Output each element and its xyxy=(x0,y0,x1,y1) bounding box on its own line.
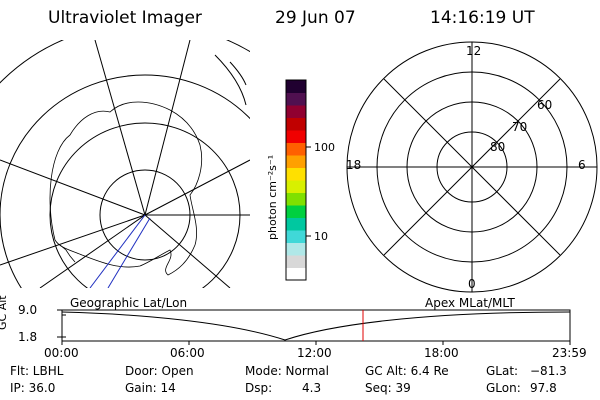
colorbar-frame xyxy=(285,79,307,281)
dsp-value: 4.3 xyxy=(302,381,322,395)
glon-value: 97.8 xyxy=(530,381,557,395)
colorbar-tick-label: 10 xyxy=(314,230,328,243)
mode-label: Mode: Normal xyxy=(245,364,329,378)
colorbar-band xyxy=(286,80,306,93)
polar-lat-label: 80 xyxy=(490,140,506,154)
colorbar-band xyxy=(286,155,306,168)
glat-label: GLat: xyxy=(486,364,519,378)
map-meridian xyxy=(144,214,231,288)
gain-label: Gain: 14 xyxy=(125,381,176,395)
map-arc xyxy=(214,54,247,106)
timeline-y-axis-label: GC Alt xyxy=(0,295,9,330)
map-coastline xyxy=(49,101,203,276)
door-label: Door: Open xyxy=(125,364,194,378)
map-lat-circle xyxy=(0,74,250,288)
colorbar-band xyxy=(286,192,306,206)
colorbar-band xyxy=(286,255,306,268)
colorbar-band xyxy=(286,142,306,156)
timeline-right-title: Apex MLat/MLT xyxy=(425,296,515,310)
colorbar-band xyxy=(286,117,306,131)
colorbar-band xyxy=(286,92,306,106)
map-meridian xyxy=(94,40,146,216)
track-line xyxy=(89,214,146,288)
polar-label-bottom: 0 xyxy=(468,277,476,291)
colorbar-band xyxy=(286,217,306,231)
colorbar-band xyxy=(286,205,306,218)
timeline-ytick-label: 1.8 xyxy=(18,330,38,344)
colorbar-band xyxy=(286,242,306,256)
colorbar-tick-label: 100 xyxy=(314,141,335,154)
polar-lat-label: 70 xyxy=(512,120,528,134)
polar-diagonal xyxy=(383,78,561,256)
polar-label-top: 12 xyxy=(466,44,482,58)
timeline-xtick-label: 23:59 xyxy=(552,346,587,360)
colorbar-band xyxy=(286,180,306,193)
dsp-label: Dsp: xyxy=(245,381,273,395)
map-coastline xyxy=(59,244,76,263)
colorbar-unit-label: photon cm⁻²s⁻¹ xyxy=(266,154,279,240)
map-meridian xyxy=(0,159,146,216)
date-label: 29 Jun 07 xyxy=(275,8,356,28)
timeline-frame xyxy=(61,309,571,342)
colorbar-band xyxy=(286,130,306,143)
gc-alt-label: GC Alt: 6.4 Re xyxy=(365,364,449,378)
timeline-left-title: Geographic Lat/Lon xyxy=(70,296,188,310)
timeline-xtick-label: 00:00 xyxy=(44,346,79,360)
polar-label-right: 6 xyxy=(578,158,586,172)
altitude-curve xyxy=(61,311,571,341)
polar-lat-label: 60 xyxy=(537,98,553,112)
timeline-xtick-label: 12:00 xyxy=(297,346,332,360)
colorbar-band xyxy=(286,167,306,181)
map-meridian xyxy=(144,159,250,216)
timeline-ytick-label: 9.0 xyxy=(18,303,38,317)
track-line xyxy=(107,217,151,288)
colorbar-band xyxy=(286,230,306,243)
map-arc xyxy=(229,61,247,86)
glat-value: −81.3 xyxy=(530,364,567,378)
filter-label: Flt: LBHL xyxy=(10,364,64,378)
instrument-title: Ultraviolet Imager xyxy=(48,8,202,28)
timeline-xtick-label: 18:00 xyxy=(424,346,459,360)
seq-label: Seq: 39 xyxy=(365,381,411,395)
colorbar-band xyxy=(286,267,306,281)
map-meridian xyxy=(39,214,146,288)
ip-label: IP: 36.0 xyxy=(10,381,56,395)
map-meridian xyxy=(0,214,146,266)
polar-label-left: 18 xyxy=(346,158,362,172)
time-label: 14:16:19 UT xyxy=(430,8,535,28)
colorbar xyxy=(286,80,306,281)
polar-plot xyxy=(346,41,598,293)
colorbar-band xyxy=(286,105,306,118)
glon-label: GLon: xyxy=(486,381,521,395)
map-meridian xyxy=(144,40,191,216)
timeline-xtick-label: 06:00 xyxy=(170,346,205,360)
